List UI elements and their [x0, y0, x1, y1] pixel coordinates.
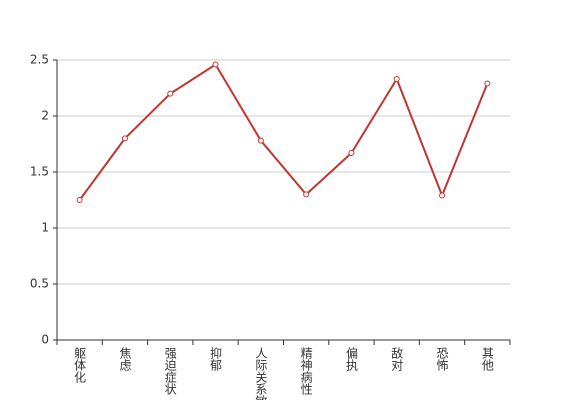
y-tick-label: 2.5 — [30, 53, 49, 67]
point — [257, 137, 264, 144]
x-tick-label: 抑郁 — [209, 346, 223, 372]
y-tick-label: 0.5 — [30, 277, 49, 291]
y-tick-label: 1.5 — [30, 165, 49, 179]
x-tick-label: 人际关系敏感 — [254, 347, 268, 400]
x-tick-label: 精神病性 — [299, 347, 313, 396]
x-tick-label: 躯体化 — [73, 346, 87, 384]
x-tick-label: 其他 — [480, 347, 494, 371]
x-tick-label: 恐怖 — [435, 347, 449, 371]
point — [439, 192, 446, 199]
point — [484, 80, 491, 87]
x-tick-label: 偏执 — [344, 346, 358, 372]
line — [78, 63, 489, 201]
y-tick-label: 0 — [41, 333, 49, 347]
point — [303, 191, 310, 198]
point — [167, 90, 174, 97]
point — [76, 197, 83, 203]
x-tick-label: 敌对 — [390, 346, 404, 371]
point — [393, 76, 400, 83]
point — [121, 135, 128, 142]
x-tick-label: 焦虑 — [118, 347, 132, 371]
x-tick-label: 强迫症状 — [163, 347, 177, 395]
point — [212, 61, 219, 68]
point — [348, 149, 355, 156]
y-tick-label: 2 — [41, 109, 49, 123]
y-tick-label: 1 — [41, 221, 49, 235]
